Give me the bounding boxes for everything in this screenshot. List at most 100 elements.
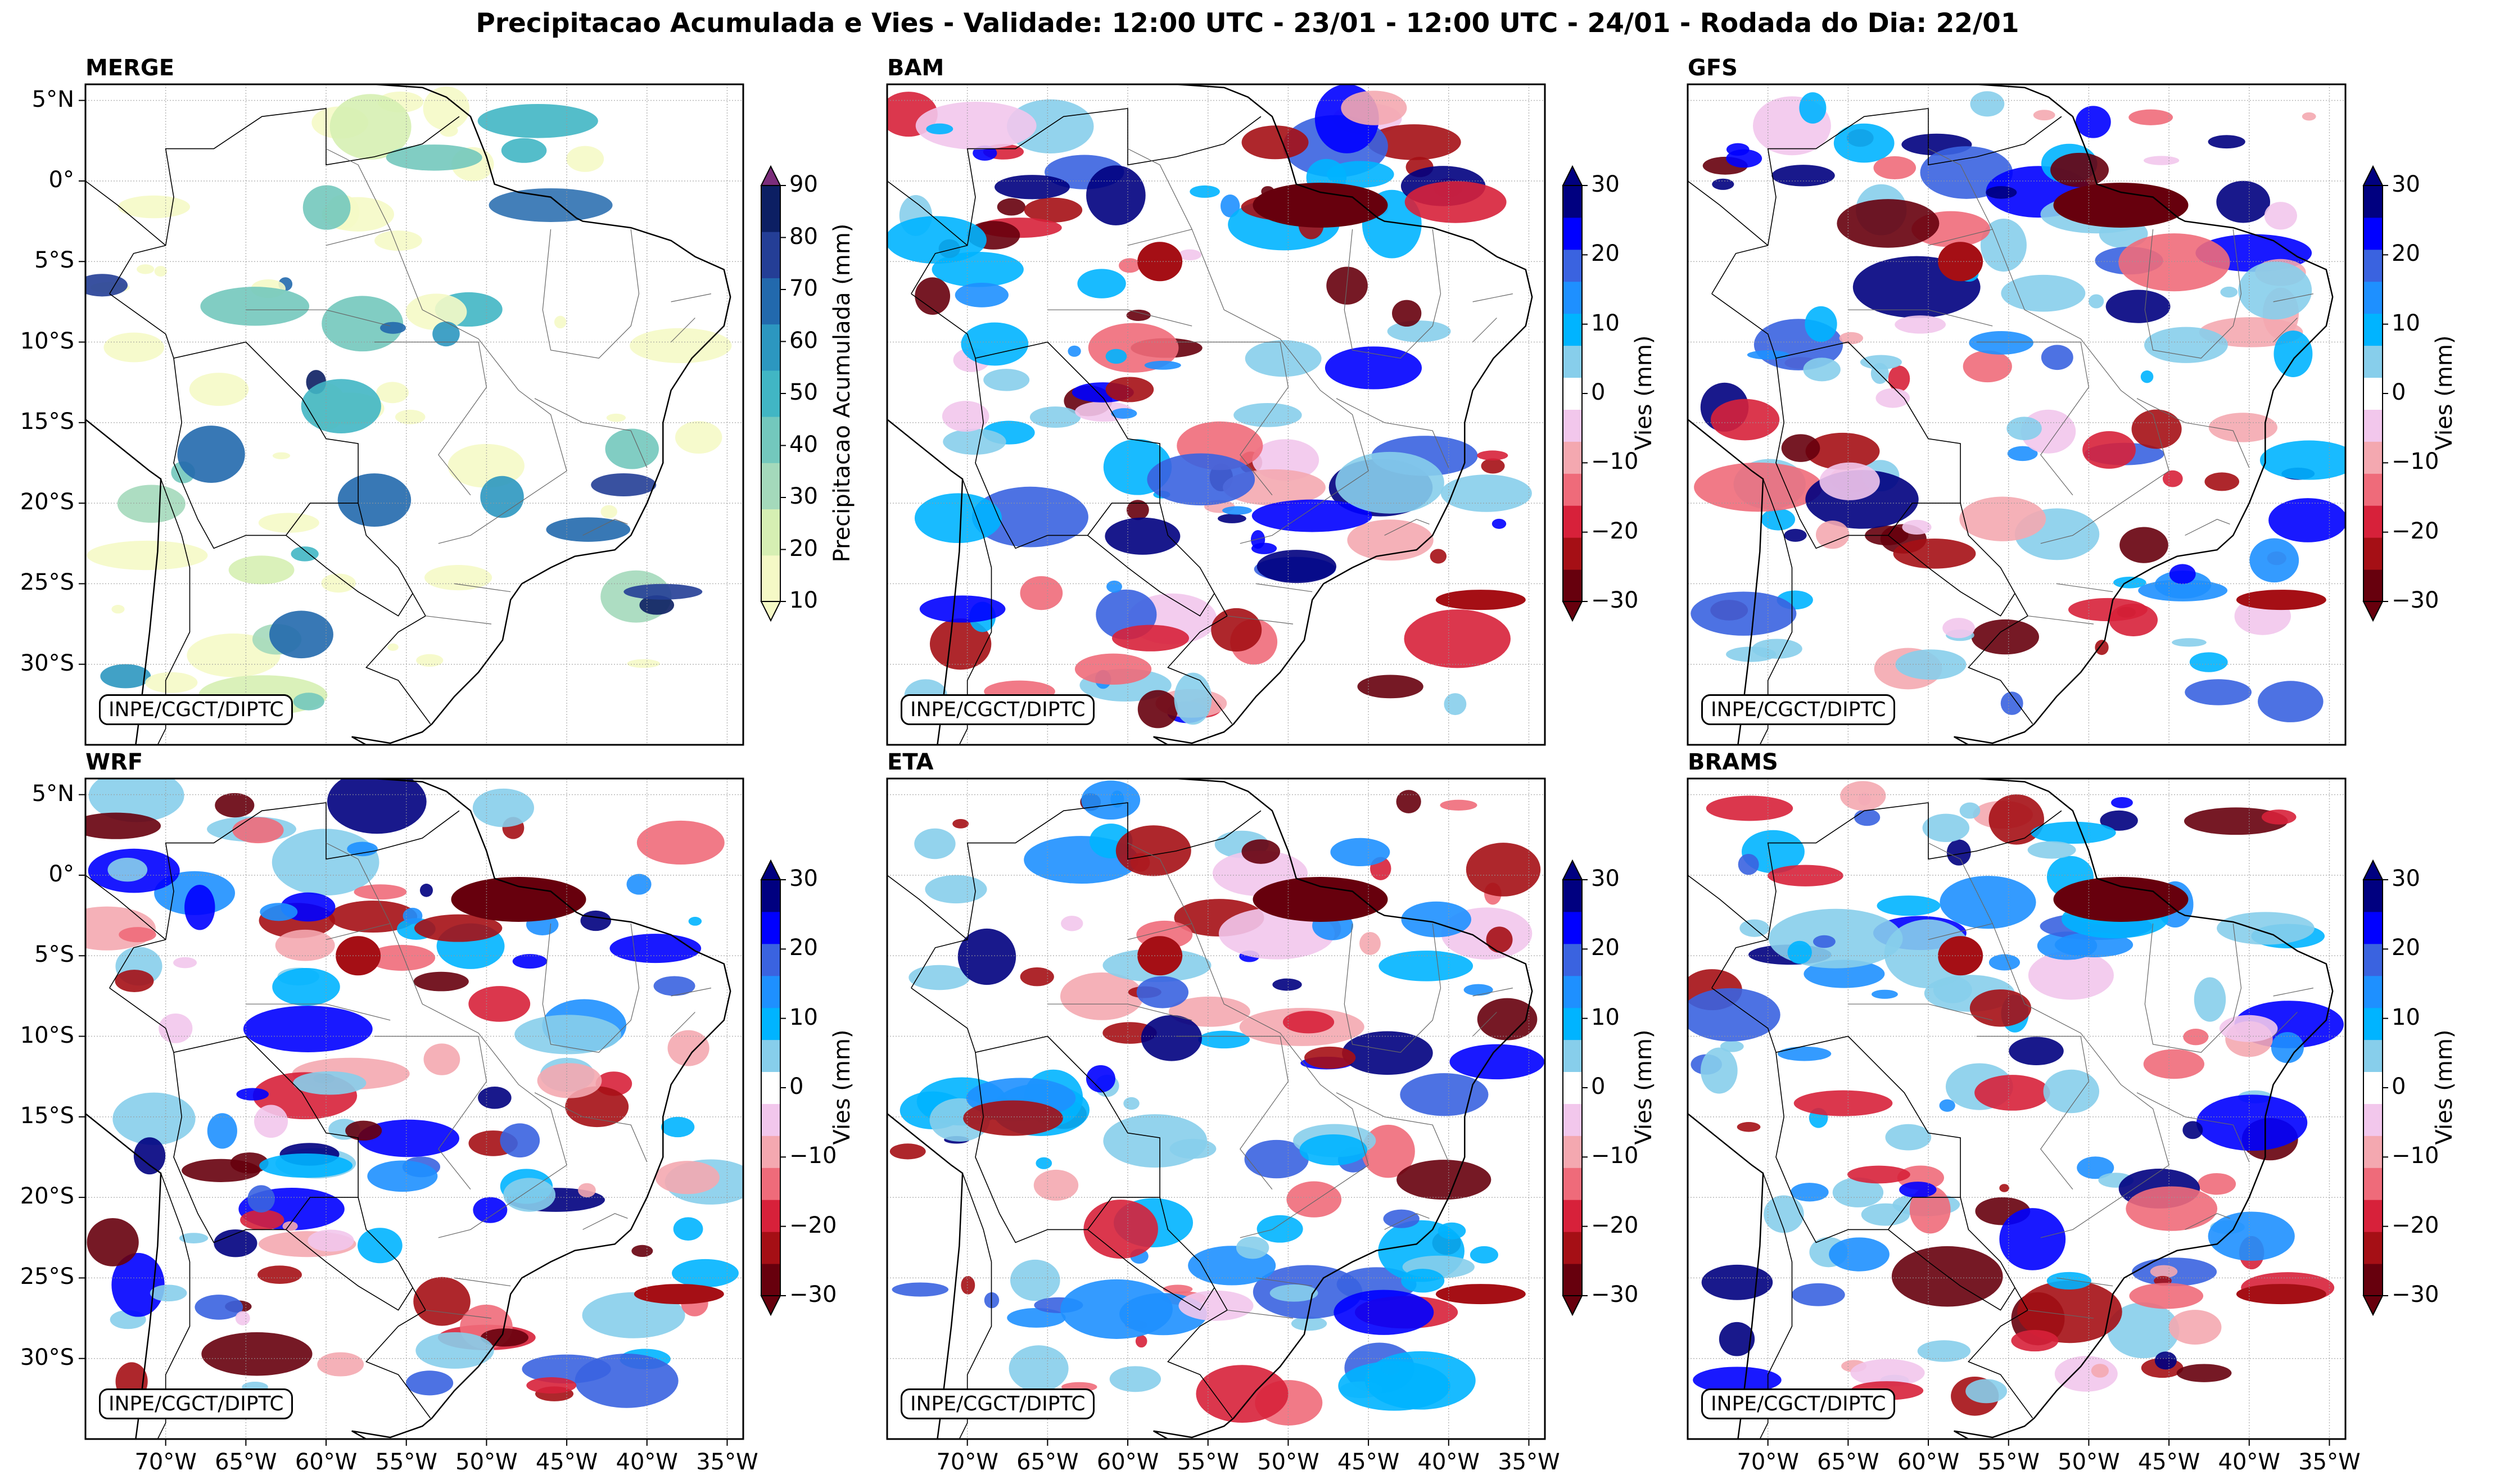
state-border: [1047, 1003, 1192, 1021]
colorbar-tick-label: −10: [789, 1143, 837, 1169]
country-border: [959, 1173, 992, 1439]
state-border: [1227, 616, 1294, 625]
panel-title: ETA: [887, 749, 934, 775]
state-border: [542, 229, 640, 359]
state-border: [2144, 923, 2242, 1053]
colorbar-tick-label: −20: [789, 1212, 837, 1238]
state-border: [1848, 309, 1993, 327]
colorbar: [1562, 165, 1588, 622]
lon-tick-label: 40°W: [616, 1449, 678, 1475]
colorbar-segment: [1563, 186, 1582, 218]
colorbar-tick-label: −20: [2392, 1212, 2439, 1238]
country-border: [157, 1173, 191, 1439]
state-border: [1127, 229, 1369, 544]
lon-tick-label: 55°W: [1977, 1449, 2040, 1475]
colorbar-segment: [1563, 975, 1582, 1008]
colorbar-label: Vies (mm): [829, 1029, 855, 1145]
panel-title: GFS: [1688, 55, 1738, 81]
colorbar-segment: [761, 1103, 780, 1136]
colorbar-tick-label: 20: [789, 935, 818, 961]
colorbar-segment: [761, 324, 780, 371]
lat-tick-label: 20°S: [20, 489, 74, 515]
country-border: [1688, 180, 1769, 246]
colorbar-segment: [2363, 1103, 2383, 1136]
credit-label: INPE/CGCT/DIPTC: [1701, 1388, 1896, 1419]
coastline: [85, 84, 731, 745]
colorbar-segment: [1563, 281, 1582, 314]
colorbar-tick-label: 10: [2392, 1004, 2420, 1030]
country-border: [1087, 535, 1215, 617]
country-border: [911, 108, 1262, 295]
colorbar-segment: [2363, 441, 2383, 474]
country-border: [1711, 987, 2033, 1419]
state-border: [1976, 341, 2090, 496]
lat-tick-label: 10°S: [20, 328, 74, 354]
colorbar-tick-label: 40: [789, 431, 818, 458]
country-border: [975, 1052, 1160, 1243]
colorbar-tick-label: 0: [1591, 1074, 1606, 1100]
colorbar-extend-bottom: [760, 1295, 781, 1316]
state-border: [671, 1012, 695, 1037]
figure-title: Precipitacao Acumulada e Vies - Validade…: [476, 8, 2019, 39]
colorbar-segment: [2363, 249, 2383, 282]
map-panel-merge: [84, 83, 744, 746]
colorbar-segment: [2363, 537, 2383, 570]
map-panel-eta: [886, 777, 1546, 1440]
colorbar-tick-label: 70: [789, 275, 818, 301]
state-border: [1176, 1035, 1289, 1190]
colorbar-tick-label: 30: [1591, 171, 1620, 197]
colorbar-segment: [1563, 1071, 1582, 1104]
country-border: [911, 802, 1262, 989]
colorbar-tick-label: 10: [789, 1004, 818, 1030]
colorbar-segment: [1563, 409, 1582, 442]
country-border: [173, 1052, 359, 1243]
colorbar-segment: [2363, 313, 2383, 346]
country-border: [173, 358, 359, 549]
lat-tick-label: 5°N: [31, 780, 74, 807]
colorbar-extend-bottom: [2362, 1295, 2384, 1316]
colorbar-tick-label: 0: [2392, 379, 2406, 405]
country-border: [109, 108, 460, 295]
state-border: [1928, 923, 2169, 1238]
colorbar-extend-top: [760, 165, 781, 186]
country-border: [109, 987, 431, 1419]
colorbar-tick-label: 0: [789, 1074, 804, 1100]
colorbar-segment: [761, 417, 780, 463]
state-border: [454, 1277, 511, 1287]
map-panel-gfs: [1687, 83, 2347, 746]
lon-tick-label: 40°W: [2218, 1449, 2280, 1475]
colorbar-segment: [761, 880, 780, 912]
colorbar-tick-label: 20: [1591, 241, 1620, 267]
colorbar-segment: [1563, 313, 1582, 346]
state-border: [1848, 1003, 1993, 1021]
colorbar-extend-top: [1562, 859, 1583, 880]
state-border: [1472, 988, 1513, 997]
colorbar-tick-label: 20: [1591, 935, 1620, 961]
country-border: [1888, 535, 2015, 617]
colorbar-segment: [2363, 345, 2383, 378]
colorbar-segment: [761, 509, 780, 556]
colorbar-segment: [761, 463, 780, 510]
country-border: [286, 1229, 413, 1311]
colorbar-tick-label: −30: [2392, 1282, 2439, 1307]
colorbar-tick-label: 90: [789, 171, 818, 197]
lon-tick-label: 70°W: [936, 1449, 998, 1475]
state-border: [1928, 148, 1993, 230]
colorbar-extend-bottom: [1562, 601, 1583, 622]
country-border: [85, 874, 166, 940]
lon-tick-label: 65°W: [1817, 1449, 1879, 1475]
coastline: [1688, 84, 2334, 745]
country-border: [157, 478, 191, 745]
colorbar-segment: [761, 1135, 780, 1168]
colorbar-tick-label: −20: [1591, 1212, 1639, 1238]
colorbar-segment: [2363, 281, 2383, 314]
state-border: [1384, 519, 1430, 536]
colorbar-label: Vies (mm): [1631, 1029, 1657, 1145]
lon-tick-label: 45°W: [1337, 1449, 1400, 1475]
state-border: [1336, 1092, 1449, 1162]
state-border: [542, 923, 640, 1053]
colorbar-segment: [1563, 1135, 1582, 1168]
country-border: [975, 358, 1160, 549]
state-border: [671, 318, 695, 342]
colorbar-segment: [1563, 1200, 1582, 1232]
